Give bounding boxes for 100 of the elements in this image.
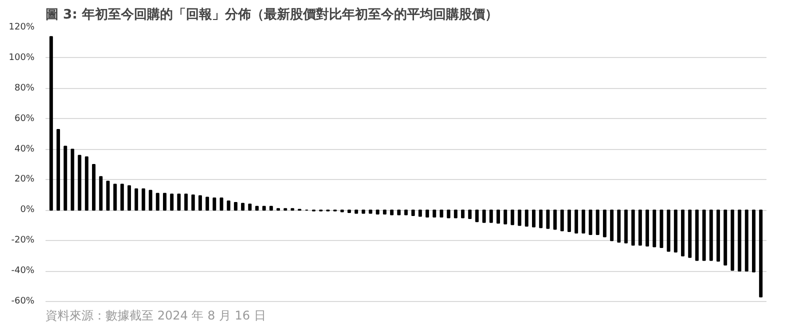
chart-title: 圖 3: 年初至今回購的「回報」分佈（最新股價對比年初至今的平均回購股價） — [46, 6, 498, 22]
bar — [681, 210, 685, 256]
bar — [426, 210, 430, 218]
bar — [510, 210, 514, 226]
bar — [206, 196, 210, 211]
y-tick-label: 40% — [14, 144, 35, 154]
bar — [716, 210, 720, 262]
bar — [184, 194, 188, 211]
bar — [461, 210, 465, 218]
bar — [660, 210, 664, 248]
bar — [49, 36, 53, 211]
bar — [638, 210, 642, 246]
bar — [234, 202, 238, 211]
bar — [560, 210, 564, 232]
bar — [504, 210, 508, 224]
bar — [390, 210, 394, 216]
bar — [170, 194, 174, 211]
bar — [120, 184, 124, 211]
bar — [482, 210, 486, 223]
source-note: 資料來源：數據截至 2024 年 8 月 16 日 — [46, 308, 266, 322]
bar — [759, 210, 763, 298]
bar — [709, 210, 713, 261]
y-tick-label: -60% — [11, 296, 35, 306]
bar — [241, 202, 245, 211]
bar — [496, 210, 500, 224]
bar — [666, 210, 670, 252]
bar — [617, 210, 621, 243]
y-tick-label: -20% — [11, 236, 35, 246]
bar — [602, 210, 606, 238]
bar — [532, 210, 536, 228]
bar — [177, 194, 181, 211]
bar — [347, 210, 351, 213]
bar — [84, 156, 88, 211]
bar — [524, 210, 528, 227]
bar — [64, 146, 68, 211]
bar — [411, 210, 415, 216]
bar — [646, 210, 650, 246]
bar — [454, 210, 458, 218]
bar — [191, 194, 195, 211]
bar — [269, 206, 273, 211]
bar — [489, 210, 493, 223]
bar — [752, 210, 756, 272]
bar — [212, 197, 216, 211]
bar — [382, 210, 386, 214]
bar — [446, 210, 450, 218]
bar — [113, 184, 117, 211]
bar — [92, 164, 96, 211]
bar — [248, 204, 252, 211]
bar — [475, 210, 479, 222]
bar — [744, 210, 748, 272]
bar — [162, 192, 166, 211]
bar — [730, 210, 734, 271]
bar — [596, 210, 600, 236]
bar — [553, 210, 557, 230]
bar — [226, 200, 230, 211]
bar — [397, 210, 401, 216]
bar — [567, 210, 571, 232]
bar — [262, 206, 266, 211]
bar — [354, 210, 358, 214]
bar — [631, 210, 635, 246]
y-tick-label: 20% — [14, 174, 35, 185]
bar — [688, 210, 692, 258]
bar — [127, 185, 131, 211]
bar — [99, 176, 103, 211]
bar — [255, 206, 259, 211]
bar — [610, 210, 614, 242]
y-tick-label: 120% — [8, 22, 35, 32]
bar — [702, 210, 706, 261]
y-tick-label: 0% — [20, 205, 35, 216]
bar — [695, 210, 699, 261]
bar — [582, 210, 586, 234]
bar — [539, 210, 543, 228]
bar — [78, 154, 82, 211]
bar — [624, 210, 628, 244]
bar — [362, 210, 366, 214]
bar — [546, 210, 550, 229]
bar — [652, 210, 656, 248]
bar — [418, 210, 422, 217]
bar — [738, 210, 742, 272]
bar — [70, 148, 74, 211]
bar — [198, 195, 202, 211]
bar — [376, 210, 380, 214]
bar — [674, 210, 678, 253]
bar — [440, 210, 444, 218]
bar — [368, 210, 372, 214]
bar — [724, 210, 728, 266]
bar — [432, 210, 436, 218]
bar — [148, 190, 152, 211]
bar — [574, 210, 578, 234]
bar — [142, 188, 146, 211]
bar — [106, 180, 110, 211]
y-tick-label: -40% — [11, 266, 35, 276]
y-tick-label: 80% — [14, 83, 35, 94]
bar — [56, 128, 60, 211]
bar — [134, 188, 138, 211]
bar — [518, 210, 522, 226]
bar — [156, 192, 160, 211]
y-tick-label: 100% — [8, 52, 35, 63]
y-tick-label: 60% — [14, 114, 35, 124]
bar — [468, 210, 472, 220]
